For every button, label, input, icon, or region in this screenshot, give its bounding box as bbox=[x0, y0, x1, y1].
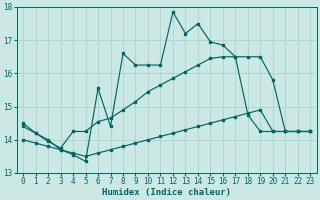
X-axis label: Humidex (Indice chaleur): Humidex (Indice chaleur) bbox=[102, 188, 231, 197]
